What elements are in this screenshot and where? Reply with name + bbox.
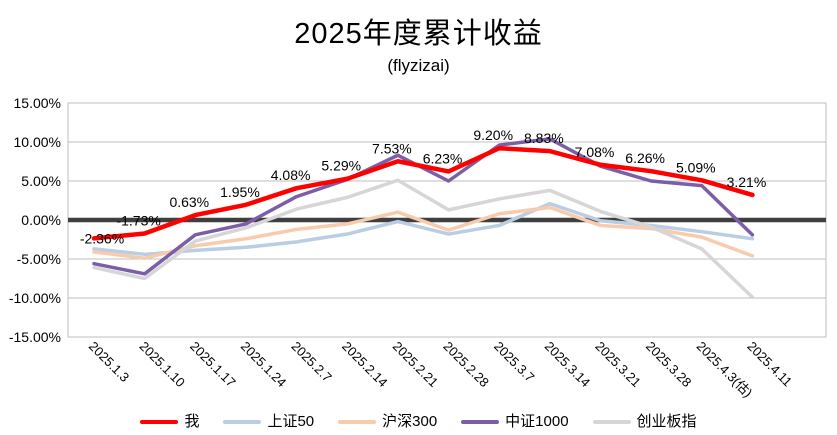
data-label: 9.20% xyxy=(473,127,513,143)
legend-swatch-icon xyxy=(338,419,377,424)
x-axis-tick-label: 2025.4.11 xyxy=(744,339,795,390)
x-axis-tick-label: 2025.2.28 xyxy=(440,339,492,391)
legend-label: 沪深300 xyxy=(382,413,438,430)
legend-swatch-icon xyxy=(223,419,262,424)
series-line-我 xyxy=(91,145,755,241)
legend-label: 我 xyxy=(184,413,200,430)
data-label: 4.08% xyxy=(271,167,311,183)
x-axis-tick-label: 2025.1.24 xyxy=(238,339,290,391)
legend-swatch-icon xyxy=(592,419,631,424)
legend-item-上证50: 上证50 xyxy=(223,414,314,429)
data-label: 6.23% xyxy=(423,150,463,166)
legend-item-沪深300: 沪深300 xyxy=(338,414,437,429)
x-axis-tick-label: 2025.1.10 xyxy=(137,339,189,391)
data-label: 5.09% xyxy=(676,159,716,175)
legend-item-创业板指: 创业板指 xyxy=(592,413,697,430)
x-axis-tick-label: 2025.2.21 xyxy=(390,339,442,391)
x-axis-tick-label: 2025.1.3 xyxy=(86,339,132,385)
data-label: -1.73% xyxy=(116,212,160,228)
y-axis-tick-label: -15.00% xyxy=(9,329,61,345)
x-axis-tick-label: 2025.2.7 xyxy=(288,339,334,385)
x-axis-tick-label: 2025.1.17 xyxy=(187,339,239,391)
y-axis-tick-label: 0.00% xyxy=(21,212,61,228)
data-label: 0.63% xyxy=(169,194,209,210)
x-axis-tick-label: 2025.3.14 xyxy=(542,339,594,391)
y-axis-tick-label: 10.00% xyxy=(14,134,61,150)
x-axis-tick-label: 2025.3.7 xyxy=(491,339,537,385)
data-label: 1.95% xyxy=(220,184,260,200)
legend-item-我: 我 xyxy=(140,414,199,429)
legend-item-中证1000: 中证1000 xyxy=(461,413,569,430)
series-line-沪深300 xyxy=(92,205,755,260)
data-label: 8.83% xyxy=(524,130,564,146)
data-label: 6.26% xyxy=(625,150,665,166)
legend-label: 中证1000 xyxy=(505,413,569,430)
data-label: 5.29% xyxy=(321,158,361,174)
legend-label: 上证50 xyxy=(267,413,315,430)
data-label: -2.36% xyxy=(80,230,124,246)
legend-swatch-icon xyxy=(140,419,179,424)
chart-subtitle: (flyzizai) xyxy=(387,56,450,75)
chart-legend: 我 上证50 沪深300 中证1000 创业板指 xyxy=(0,414,837,429)
legend-swatch-icon xyxy=(461,419,500,424)
x-axis-tick-label: 2025.3.21 xyxy=(592,339,644,391)
y-axis-tick-label: 5.00% xyxy=(21,173,61,189)
series-line-创业板指 xyxy=(92,178,755,299)
legend-label: 创业板指 xyxy=(636,413,697,430)
data-label: 7.53% xyxy=(372,140,412,156)
x-axis-tick-label: 2025.3.28 xyxy=(643,339,695,391)
y-axis-tick-label: -5.00% xyxy=(17,251,61,267)
data-label: 3.21% xyxy=(727,174,767,190)
data-label: 7.08% xyxy=(575,144,615,160)
y-axis-tick-label: 15.00% xyxy=(14,95,61,111)
x-axis-tick-label: 2025.2.14 xyxy=(339,339,391,391)
y-axis-tick-label: -10.00% xyxy=(9,290,61,306)
chart-title: 2025年度累计收益 xyxy=(294,18,543,50)
